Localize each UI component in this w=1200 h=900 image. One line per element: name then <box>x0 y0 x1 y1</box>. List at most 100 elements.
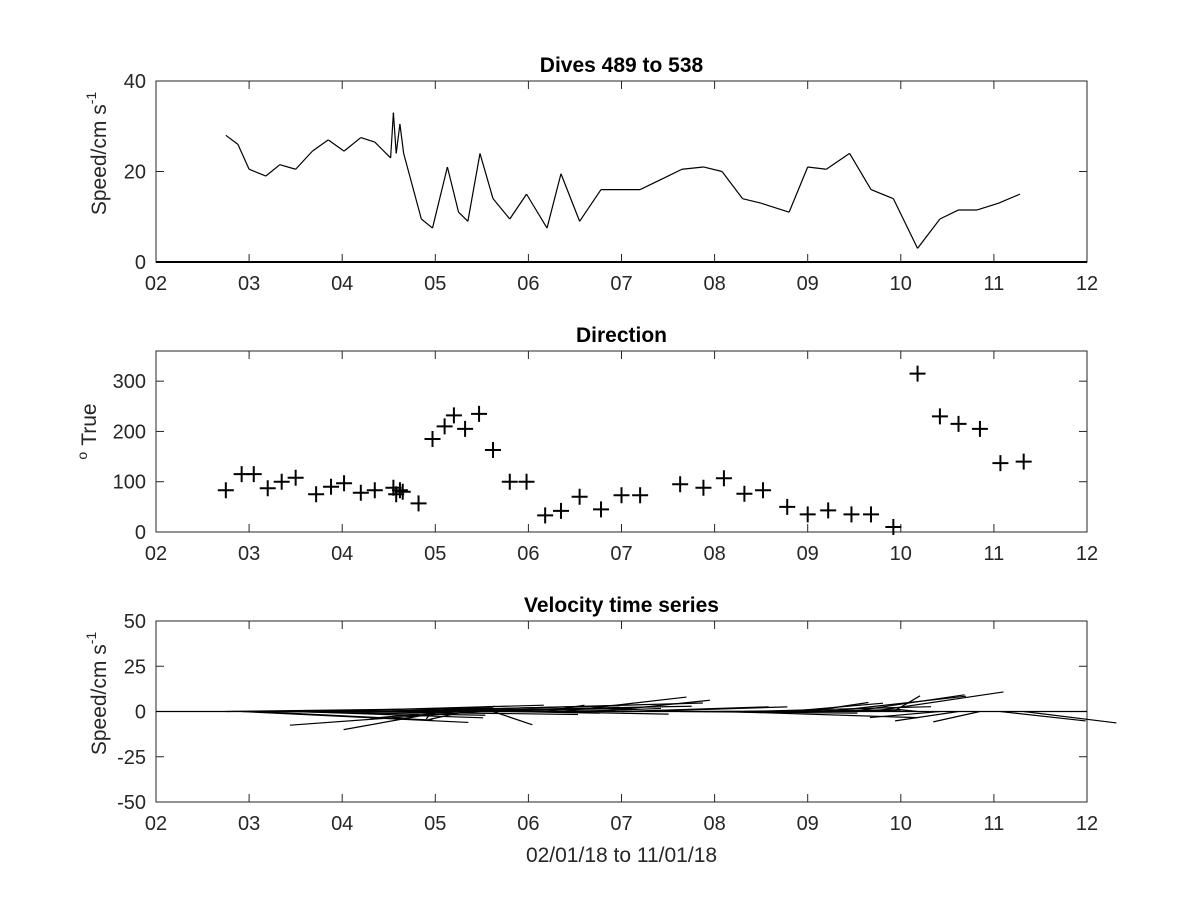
y-tick-label: 0 <box>135 522 146 544</box>
x-tick-label: 02 <box>145 273 167 295</box>
velocity-stick <box>600 699 710 713</box>
speed-line-segment <box>343 137 362 152</box>
x-tick-label: 04 <box>331 273 353 295</box>
speed-line-segment <box>479 153 494 199</box>
direction-point <box>436 418 453 435</box>
velocity-stick <box>545 704 585 713</box>
direction-point <box>308 486 325 503</box>
direction-point <box>779 498 796 515</box>
speed-line-segment <box>721 171 744 200</box>
x-tick-label: 10 <box>890 273 912 295</box>
velocity-stick <box>418 705 496 713</box>
direction-point <box>259 480 276 497</box>
velocity-stick <box>492 710 533 726</box>
x-tick-label: 07 <box>610 813 632 835</box>
y-axis-label: Speed/cm s-1 <box>83 632 111 756</box>
direction-point <box>755 482 772 499</box>
speed-line-segment <box>742 198 762 204</box>
velocity-stick <box>560 696 687 713</box>
speed-line-segment <box>458 211 469 222</box>
direction-point <box>471 405 488 422</box>
y-tick-label: 40 <box>124 71 146 93</box>
y-axis-label-text: Speed/cm s <box>88 104 111 215</box>
subplot-2: 02 03 04 05 06 07 08 09 10 11 12 0 100 200 300 Directio… <box>74 324 1098 565</box>
direction-point <box>388 486 405 503</box>
x-tick-label: 08 <box>703 543 725 565</box>
speed-line-segment <box>295 150 313 170</box>
subplot-1: 02 03 04 05 06 07 08 09 10 11 12 0 20 40 Dives 489 to … <box>83 54 1098 295</box>
x-tick-label: 09 <box>797 543 819 565</box>
velocity-stick <box>869 710 940 719</box>
velocity-stick <box>933 710 981 723</box>
y-tick-label: 300 <box>113 371 146 393</box>
direction-point <box>613 487 630 504</box>
y-tick-label: 0 <box>135 702 146 724</box>
direction-point <box>552 502 569 519</box>
direction-point <box>518 473 535 490</box>
speed-line-segment <box>374 141 392 159</box>
direction-point <box>352 484 369 501</box>
y-tick-label: -50 <box>117 792 146 814</box>
speed-line-segment <box>788 166 809 213</box>
speed-line-segment <box>403 153 422 220</box>
speed-line-segment <box>467 153 481 222</box>
x-tick-label: 08 <box>703 813 725 835</box>
speed-line-segment <box>360 136 375 143</box>
direction-point <box>695 479 712 496</box>
y-axis-label-text: Speed/cm s <box>88 644 111 755</box>
velocity-stick <box>763 709 897 713</box>
x-tick-label: 06 <box>517 273 539 295</box>
velocity-stick <box>897 708 918 713</box>
x-tick-label: 03 <box>238 813 260 835</box>
x-tick-label: 08 <box>703 273 725 295</box>
speed-line-segment <box>849 153 872 190</box>
y-tick-label: 0 <box>135 252 146 274</box>
x-tick-label: 04 <box>331 813 353 835</box>
x-tick-label: 09 <box>797 813 819 835</box>
velocity-stick <box>1000 710 1086 722</box>
speed-line-segment <box>392 112 397 154</box>
x-tick-label: 03 <box>238 543 260 565</box>
chart-title: Direction <box>576 324 667 347</box>
speed-line-segment <box>420 218 433 229</box>
direction-point <box>287 469 304 486</box>
x-tick-label: 05 <box>424 543 446 565</box>
direction-point <box>336 475 353 492</box>
speed-line-segment <box>225 134 239 145</box>
y-axis-label: o True <box>74 403 101 459</box>
speed-line-segment <box>703 166 723 173</box>
speed-line-segment <box>639 177 664 191</box>
x-tick-label: 11 <box>984 273 1005 295</box>
x-tick-label: 03 <box>238 273 260 295</box>
direction-point <box>394 483 411 500</box>
direction-point <box>909 365 926 382</box>
speed-line-segment <box>248 168 267 177</box>
speed-line-segment <box>279 164 296 170</box>
direction-point <box>366 482 383 499</box>
x-tick-label: 06 <box>517 543 539 565</box>
velocity-stick <box>289 710 480 726</box>
x-tick-label: 11 <box>984 543 1005 565</box>
speed-line-segment <box>492 198 511 220</box>
x-tick-label: 10 <box>890 543 912 565</box>
y-tick-label: 20 <box>124 162 146 184</box>
direction-point <box>457 420 474 437</box>
x-tick-label: 02 <box>145 543 167 565</box>
direction-point <box>410 495 427 512</box>
direction-point <box>537 507 554 524</box>
speed-line-segment <box>237 144 250 170</box>
direction-point <box>385 479 402 496</box>
speed-line-segment <box>546 173 562 229</box>
velocity-stick <box>370 710 454 719</box>
velocity-stick <box>828 695 967 713</box>
speed-line-segment <box>327 139 345 152</box>
speed-line-segment <box>446 166 460 213</box>
speed-line-segment <box>526 193 548 229</box>
y-axis-label-superscript: o <box>74 452 90 460</box>
chart-title: Velocity time series <box>524 594 719 617</box>
speed-line-segment <box>509 193 528 220</box>
speed-line-segment <box>399 123 405 154</box>
y-axis-label-text: True <box>78 403 101 445</box>
speed-line-segment <box>892 198 919 249</box>
